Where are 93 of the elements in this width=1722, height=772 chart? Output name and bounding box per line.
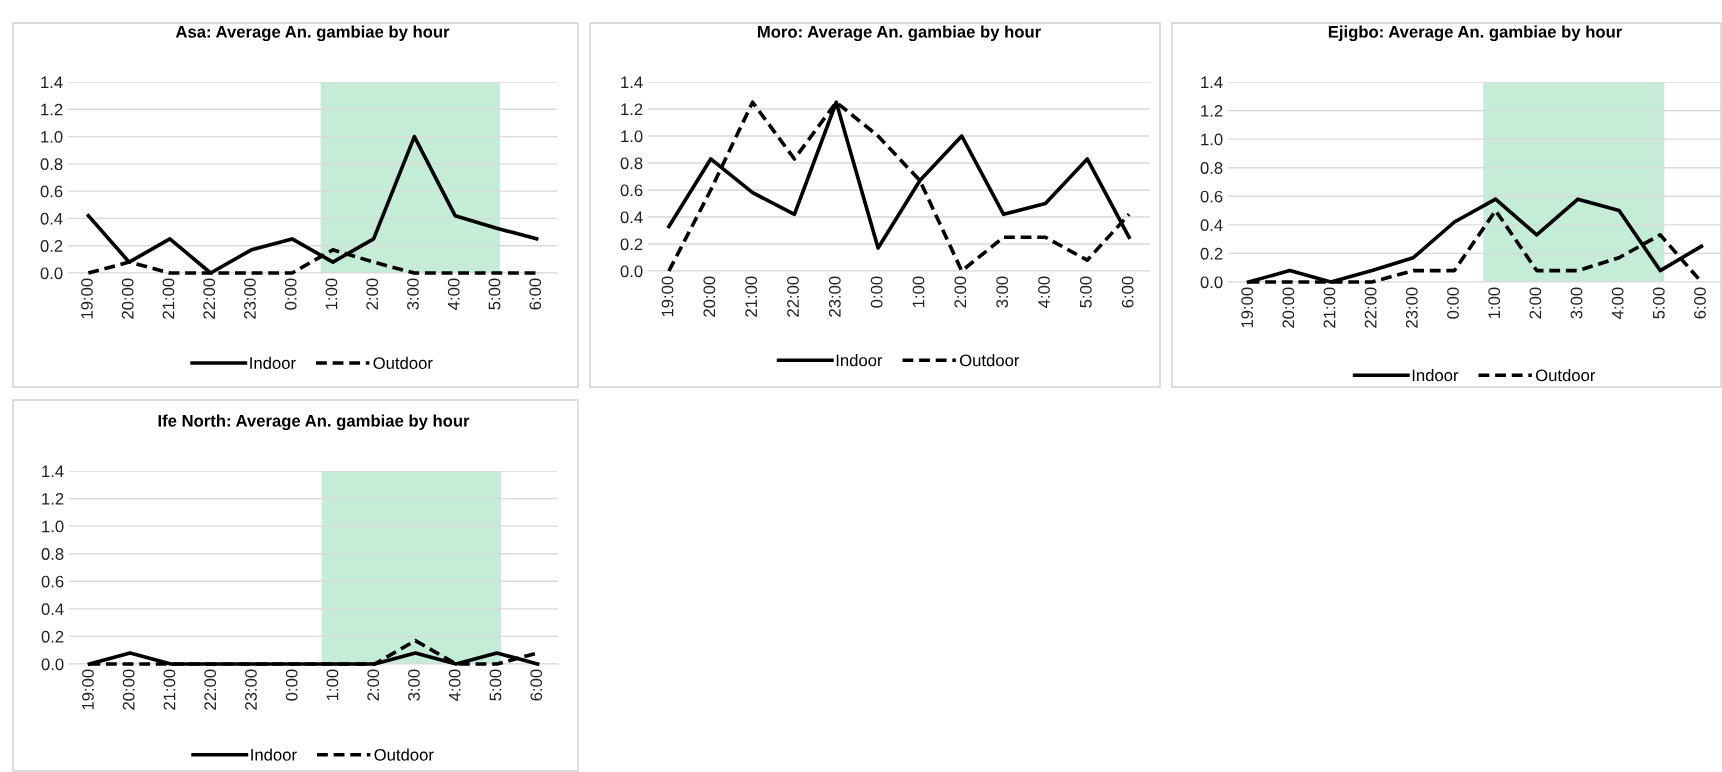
x-tick-label: 23:00 bbox=[828, 276, 841, 317]
legend-label: Indoor bbox=[251, 748, 297, 761]
x-tick-label: 3:00 bbox=[407, 278, 419, 310]
x-tick-label: 22:00 bbox=[204, 669, 217, 710]
y-tick-label: 0.2 bbox=[1200, 247, 1223, 260]
x-tick-label: 20:00 bbox=[121, 278, 134, 319]
x-tick-label: 23:00 bbox=[1405, 287, 1418, 328]
x-tick-label: 4:00 bbox=[448, 669, 461, 701]
y-tick-label: 0.0 bbox=[41, 658, 64, 671]
y-tick-label: 0.6 bbox=[40, 185, 63, 198]
legend-label: Outdoor bbox=[959, 354, 1020, 367]
x-tick-label: 6:00 bbox=[1121, 276, 1134, 308]
y-tick-label: 1.0 bbox=[621, 130, 643, 143]
y-tick-label: 1.2 bbox=[42, 492, 64, 505]
y-tick-label: 0.4 bbox=[1200, 219, 1223, 232]
x-tick-label: 0:00 bbox=[284, 278, 297, 310]
x-tick-label: 6:00 bbox=[530, 669, 543, 701]
y-tick-label: 0.8 bbox=[620, 157, 643, 170]
y-tick-label: 1.4 bbox=[41, 76, 63, 89]
x-tick-label: 5:00 bbox=[1079, 276, 1092, 308]
chart-title: Asa: Average An. gambiae by hour bbox=[175, 25, 450, 42]
x-tick-label: 3:00 bbox=[996, 276, 1009, 308]
y-tick-label: 0.4 bbox=[620, 211, 643, 224]
x-tick-label: 6:00 bbox=[529, 278, 542, 310]
x-tick-label: 23:00 bbox=[245, 669, 257, 710]
x-tick-label: 1:00 bbox=[325, 278, 338, 310]
x-tick-label: 20:00 bbox=[122, 669, 135, 710]
x-tick-label: 21:00 bbox=[1323, 287, 1336, 328]
chart-title: Ejigbo: Average An. gambiae by hour bbox=[1328, 25, 1622, 42]
y-tick-label: 1.2 bbox=[1201, 104, 1223, 117]
x-tick-label: 4:00 bbox=[447, 278, 460, 310]
x-tick-label: 5:00 bbox=[1652, 287, 1665, 319]
y-tick-label: 1.4 bbox=[621, 76, 643, 89]
y-tick-label: 1.2 bbox=[621, 103, 643, 116]
x-tick-label: 23:00 bbox=[244, 278, 256, 319]
y-tick-label: 0.2 bbox=[40, 240, 63, 252]
y-tick-label: 0.8 bbox=[40, 158, 63, 171]
y-tick-label: 1.0 bbox=[1201, 133, 1223, 146]
x-tick-label: 2:00 bbox=[954, 276, 967, 308]
x-tick-label: 21:00 bbox=[163, 669, 176, 710]
y-tick-label: 1.0 bbox=[42, 520, 64, 533]
x-tick-label: 19:00 bbox=[1241, 287, 1254, 328]
x-tick-label: 0:00 bbox=[870, 276, 883, 308]
legend-label: Indoor bbox=[250, 356, 296, 369]
x-tick-label: 4:00 bbox=[1038, 276, 1050, 308]
y-tick-label: 0.8 bbox=[41, 548, 64, 560]
x-tick-label: 5:00 bbox=[488, 278, 501, 310]
chart-title: Ife North: Average An. gambiae by hour bbox=[158, 414, 470, 431]
x-tick-label: 2:00 bbox=[1529, 287, 1542, 319]
x-tick-label: 21:00 bbox=[162, 278, 175, 319]
x-tick-label: 21:00 bbox=[745, 276, 758, 317]
x-tick-label: 22:00 bbox=[203, 278, 216, 319]
y-tick-label: 0.0 bbox=[620, 265, 643, 278]
y-tick-label: 1.2 bbox=[41, 103, 63, 116]
x-tick-label: 19:00 bbox=[661, 276, 674, 317]
y-tick-label: 0.0 bbox=[1200, 276, 1223, 289]
x-tick-label: 1:00 bbox=[912, 276, 925, 308]
x-tick-label: 0:00 bbox=[285, 669, 298, 701]
x-tick-label: 22:00 bbox=[787, 276, 799, 317]
y-tick-label: 0.4 bbox=[40, 212, 63, 225]
y-tick-label: 0.4 bbox=[41, 603, 64, 616]
y-tick-label: 1.4 bbox=[42, 465, 64, 478]
x-tick-label: 2:00 bbox=[367, 669, 380, 701]
y-tick-label: 0.0 bbox=[40, 267, 63, 280]
y-tick-label: 0.2 bbox=[41, 630, 64, 643]
x-tick-label: 6:00 bbox=[1694, 287, 1706, 319]
legend-label: Outdoor bbox=[1535, 369, 1596, 382]
x-tick-label: 1:00 bbox=[1488, 287, 1501, 319]
x-tick-label: 1:00 bbox=[326, 669, 339, 701]
x-tick-label: 20:00 bbox=[1282, 287, 1295, 328]
x-tick-label: 22:00 bbox=[1364, 287, 1377, 328]
legend-label: Outdoor bbox=[373, 356, 433, 369]
legend-label: Indoor bbox=[836, 354, 883, 367]
x-tick-label: 19:00 bbox=[81, 278, 93, 319]
x-tick-label: 3:00 bbox=[408, 669, 420, 701]
legend-label: Outdoor bbox=[374, 748, 434, 761]
y-tick-label: 0.6 bbox=[1200, 190, 1223, 203]
x-tick-label: 20:00 bbox=[703, 276, 716, 317]
y-tick-label: 1.0 bbox=[41, 130, 63, 143]
y-tick-label: 0.8 bbox=[1200, 162, 1223, 174]
x-tick-label: 0:00 bbox=[1447, 287, 1459, 319]
x-tick-label: 4:00 bbox=[1611, 287, 1624, 319]
x-tick-label: 2:00 bbox=[366, 278, 379, 310]
x-tick-label: 19:00 bbox=[82, 669, 94, 710]
y-tick-label: 1.4 bbox=[1201, 76, 1223, 89]
y-tick-label: 0.6 bbox=[620, 184, 643, 197]
y-tick-label: 0.2 bbox=[620, 238, 643, 251]
chart-title: Moro: Average An. gambiae by hour bbox=[757, 25, 1041, 42]
y-tick-label: 0.6 bbox=[41, 575, 64, 588]
legend-label: Indoor bbox=[1412, 369, 1459, 382]
x-tick-label: 5:00 bbox=[489, 669, 502, 701]
line-series bbox=[86, 134, 539, 275]
x-tick-label: 3:00 bbox=[1570, 287, 1583, 319]
